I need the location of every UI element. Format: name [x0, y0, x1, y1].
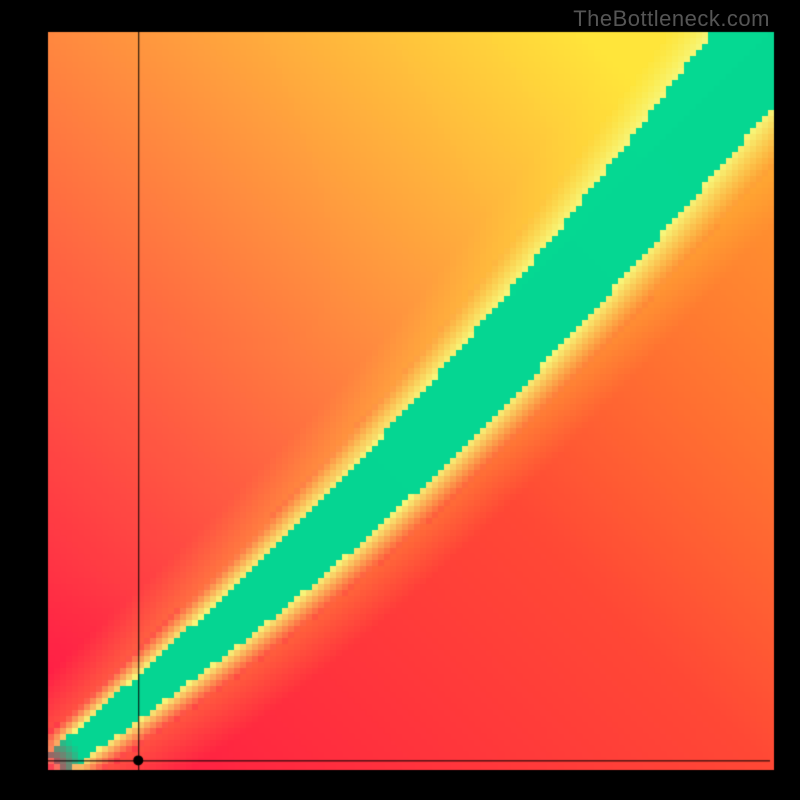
- chart-container: TheBottleneck.com: [0, 0, 800, 800]
- heatmap-canvas: [0, 0, 800, 800]
- watermark-text: TheBottleneck.com: [573, 6, 770, 32]
